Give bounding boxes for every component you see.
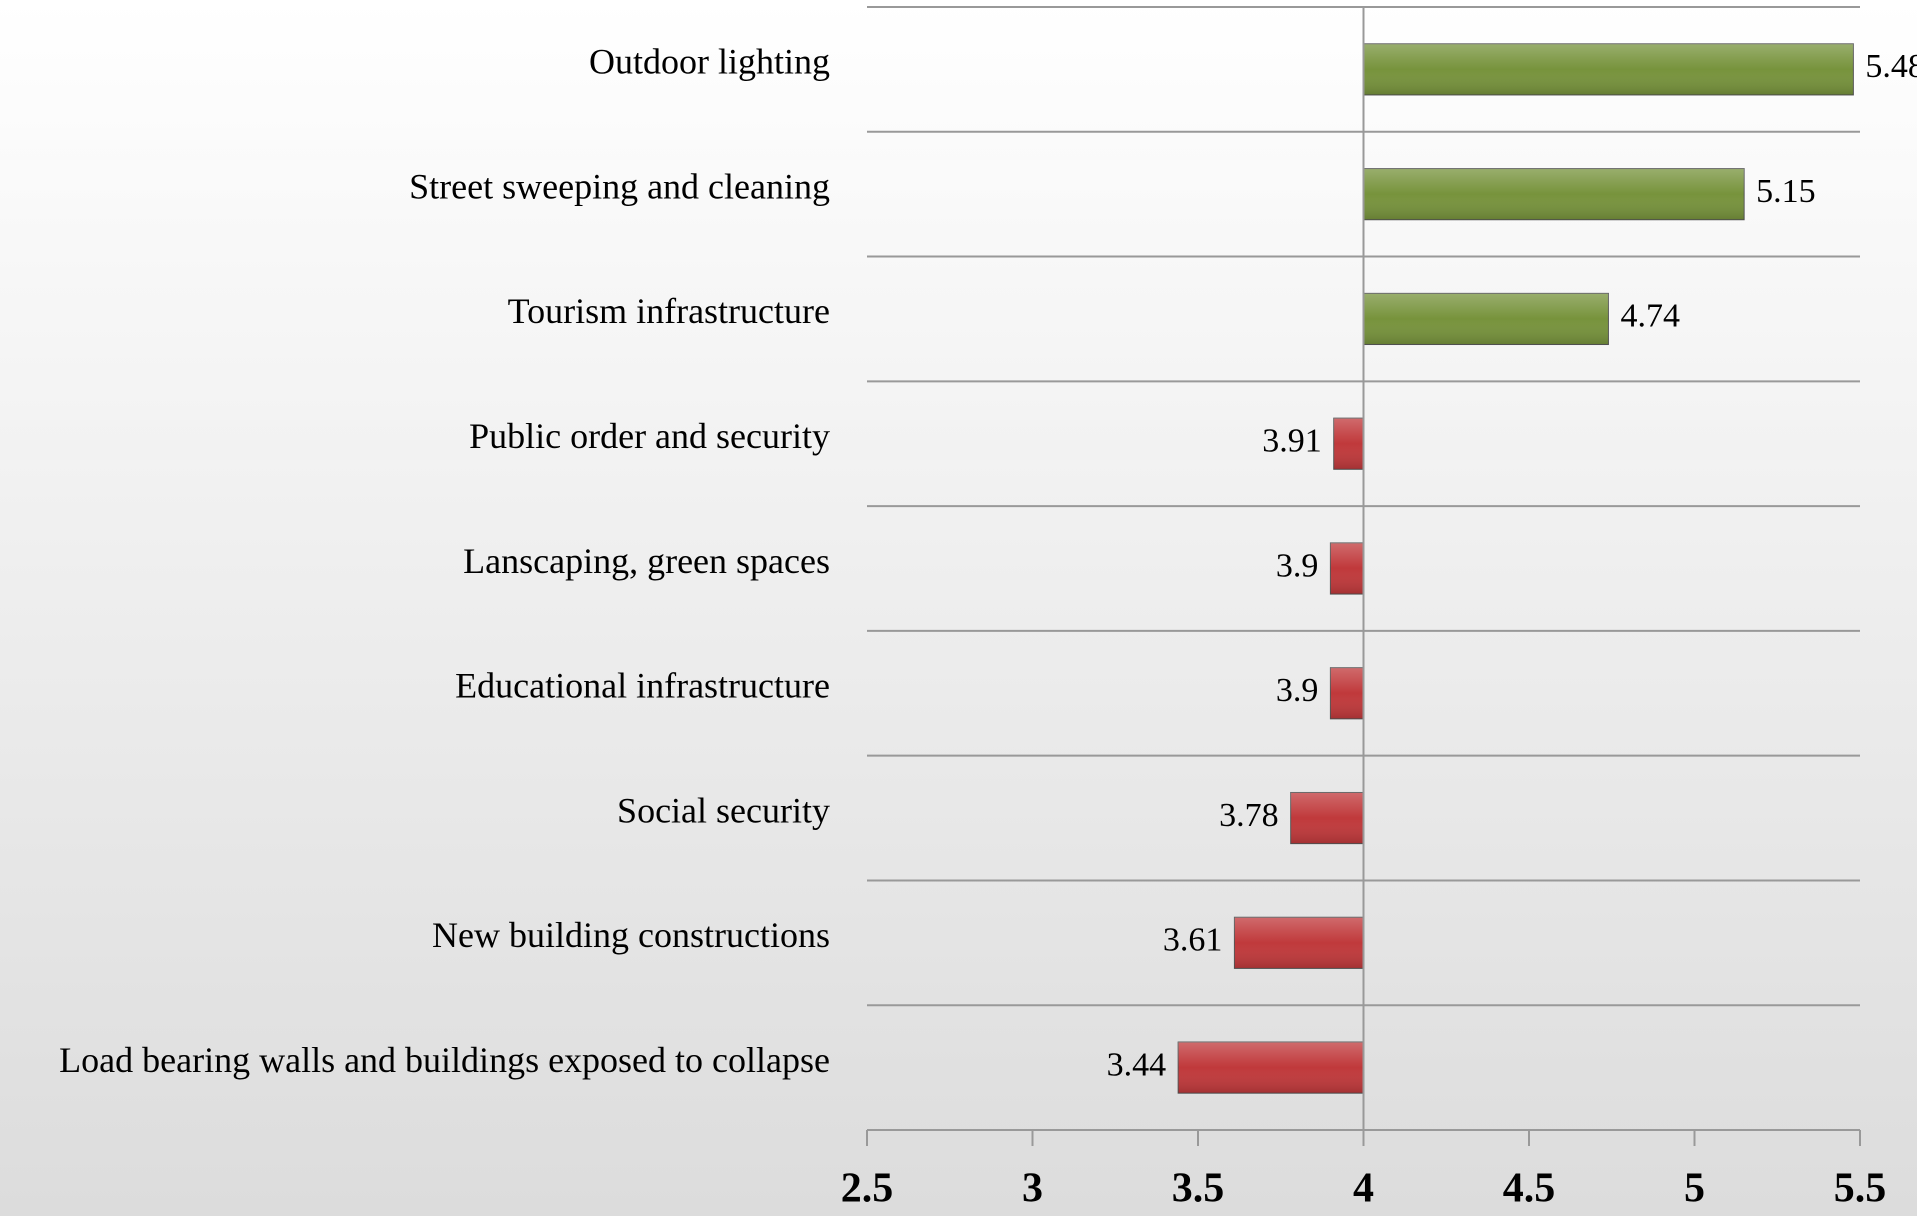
bar-shade: [1234, 917, 1364, 969]
value-label: 4.74: [1620, 298, 1680, 335]
y-tick-label: Tourism infrastructure: [508, 291, 830, 331]
value-label: 3.61: [1163, 922, 1223, 959]
y-tick-label: Lanscaping, green spaces: [463, 541, 830, 581]
x-tick-label: 5.5: [1834, 1166, 1887, 1212]
bar-shade: [1363, 43, 1854, 95]
y-tick-label: Social security: [617, 790, 830, 830]
x-tick-label: 5: [1684, 1166, 1705, 1212]
y-tick-label: Educational infrastructure: [455, 666, 830, 706]
bar-shade: [1333, 418, 1364, 470]
y-tick-label: New building constructions: [432, 915, 830, 955]
value-label: 3.91: [1262, 423, 1322, 460]
bar-shade: [1178, 1042, 1364, 1094]
value-label: 5.48: [1865, 48, 1917, 85]
x-tick-label: 3.5: [1172, 1166, 1225, 1212]
value-label: 3.44: [1107, 1046, 1167, 1083]
x-tick-label: 2.5: [841, 1166, 894, 1212]
bar-shade: [1290, 792, 1364, 844]
value-label: 5.15: [1756, 173, 1816, 210]
value-label: 3.9: [1276, 672, 1319, 709]
y-tick-label: Load bearing walls and buildings exposed…: [59, 1040, 830, 1080]
y-tick-label: Street sweeping and cleaning: [409, 166, 830, 206]
y-tick-label: Public order and security: [469, 416, 830, 456]
y-tick-label: Outdoor lighting: [589, 42, 830, 82]
bar-shade: [1330, 542, 1364, 595]
bar-shade: [1363, 168, 1745, 220]
x-tick-label: 4.5: [1503, 1166, 1556, 1212]
bar-shade: [1330, 667, 1364, 719]
value-label: 3.9: [1276, 547, 1319, 584]
x-tick-label: 3: [1022, 1166, 1043, 1212]
value-label: 3.78: [1219, 797, 1279, 834]
bar-shade: [1363, 293, 1609, 345]
x-tick-label: 4: [1353, 1166, 1374, 1212]
